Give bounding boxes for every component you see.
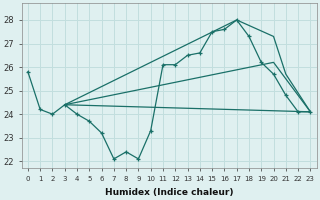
X-axis label: Humidex (Indice chaleur): Humidex (Indice chaleur): [105, 188, 233, 197]
